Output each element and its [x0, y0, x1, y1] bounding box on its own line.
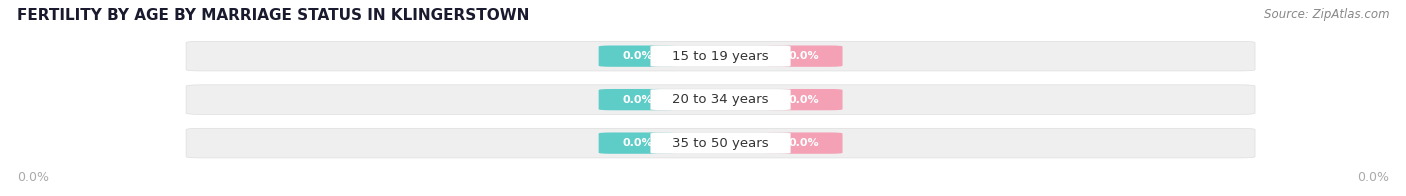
FancyBboxPatch shape	[765, 132, 842, 154]
FancyBboxPatch shape	[651, 45, 790, 67]
FancyBboxPatch shape	[765, 45, 842, 67]
Text: 0.0%: 0.0%	[789, 95, 818, 105]
FancyBboxPatch shape	[599, 89, 676, 110]
Text: 0.0%: 0.0%	[17, 171, 49, 184]
Text: 20 to 34 years: 20 to 34 years	[672, 93, 769, 106]
FancyBboxPatch shape	[651, 132, 790, 154]
FancyBboxPatch shape	[765, 89, 842, 110]
Text: 0.0%: 0.0%	[623, 95, 652, 105]
Text: 35 to 50 years: 35 to 50 years	[672, 137, 769, 150]
Text: 15 to 19 years: 15 to 19 years	[672, 50, 769, 63]
Text: 0.0%: 0.0%	[623, 138, 652, 148]
Text: 0.0%: 0.0%	[623, 51, 652, 61]
FancyBboxPatch shape	[186, 41, 1256, 71]
FancyBboxPatch shape	[651, 89, 790, 110]
Text: 0.0%: 0.0%	[1357, 171, 1389, 184]
Text: Source: ZipAtlas.com: Source: ZipAtlas.com	[1264, 8, 1389, 21]
Text: 0.0%: 0.0%	[789, 138, 818, 148]
Text: FERTILITY BY AGE BY MARRIAGE STATUS IN KLINGERSTOWN: FERTILITY BY AGE BY MARRIAGE STATUS IN K…	[17, 8, 529, 23]
FancyBboxPatch shape	[599, 45, 676, 67]
FancyBboxPatch shape	[186, 85, 1256, 114]
Text: 0.0%: 0.0%	[789, 51, 818, 61]
FancyBboxPatch shape	[599, 132, 676, 154]
FancyBboxPatch shape	[186, 128, 1256, 158]
